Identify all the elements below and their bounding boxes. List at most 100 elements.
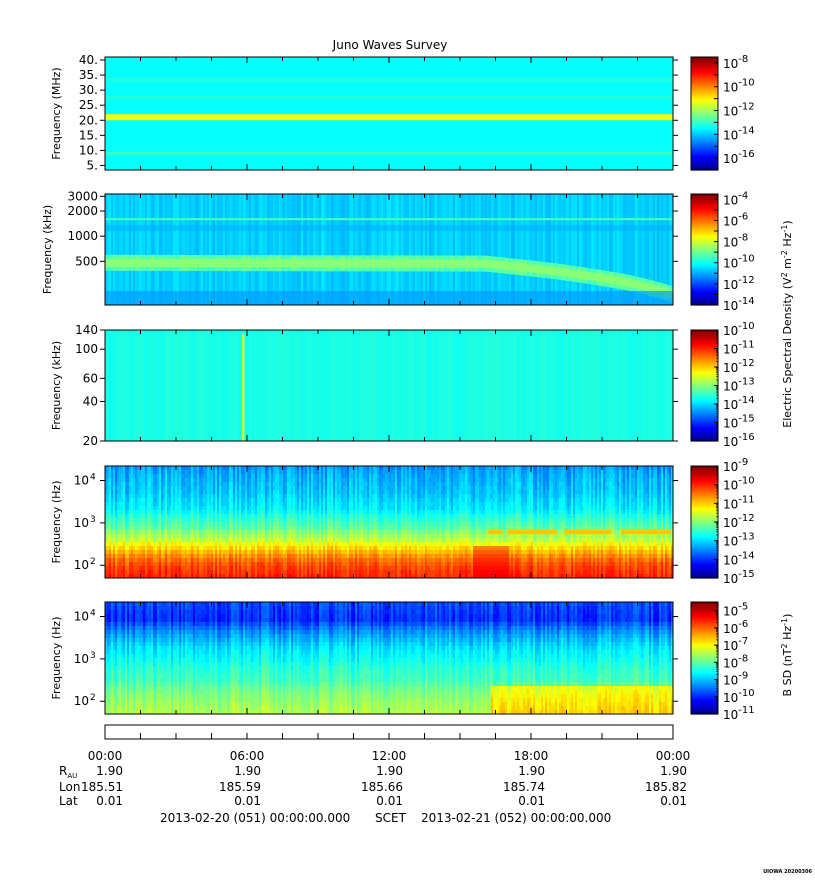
y-tick-label: 35. (79, 68, 98, 82)
tone-segment (620, 529, 671, 535)
colorbar-tick-label: 10-12 (723, 102, 755, 119)
colorbar-tick-label: 10-15 (723, 569, 755, 586)
y-tick-exponent: 4 (90, 609, 96, 619)
y-tick-exponent: 2 (90, 557, 96, 567)
ephemeris-value: 0.01 (376, 794, 403, 808)
colorbar-tick-label: 10-13 (723, 532, 755, 549)
y-tick-exponent: 2 (90, 693, 96, 703)
panel-hfr-high: 5.10.15.20.25.30.35.40. Frequency (MHz) 10… (50, 53, 755, 172)
y-tick-label: 10 (74, 516, 89, 530)
y-tick-label: 2000 (67, 204, 98, 218)
colorbar-tick-label: 10-11 (723, 705, 755, 722)
time-axis: 00:00 06:00 12:00 18:00 00:00 RAU 1.90 1.90 1.90… (59, 724, 691, 808)
colorbar-tick-label: 10-16 (723, 432, 755, 449)
y-tick-label: 20. (79, 113, 98, 127)
y-axis-label: Frequency (Hz) (50, 481, 63, 564)
ephemeris-value: 1.90 (376, 764, 403, 778)
emission-band (105, 114, 673, 121)
y-tick-label: 3000 (67, 189, 98, 203)
colorbar: 10-8 10-10 10-12 10-14 10-16 (690, 54, 755, 171)
colorbar-tick-label: 10-9 (723, 671, 748, 688)
colorbar-tick-label: 10-8 (723, 54, 748, 71)
y-tick-label: 40 (83, 394, 98, 408)
ephemeris-value: 1.90 (234, 764, 261, 778)
y-tick-label: 10 (74, 558, 89, 572)
colorbar-tick-label: 10-5 (723, 602, 748, 619)
chart-title: Juno Waves Survey (332, 38, 448, 52)
y-tick-label: 10 (74, 652, 89, 666)
footer-start-date: 2013-02-20 (051) 00:00:00.000 (160, 811, 350, 825)
spectrogram (105, 330, 673, 441)
ephemeris-value: 1.90 (518, 764, 545, 778)
colorbar-tick-label: 10-6 (723, 619, 748, 636)
colorbar-tick-label: 10-14 (723, 395, 755, 412)
y-tick-label: 10 (74, 610, 89, 624)
spectrogram (105, 57, 673, 170)
ephemeris-value: 1.90 (660, 764, 687, 778)
emission-line (105, 218, 673, 221)
ephemeris-value: 185.51 (81, 780, 123, 794)
ephemeris-value: 185.82 (645, 780, 687, 794)
y-tick-label: 60 (83, 371, 98, 385)
y-tick-label: 20 (83, 434, 98, 448)
colorbar-tick-label: 10-12 (723, 358, 755, 375)
y-tick-label: 10. (79, 143, 98, 157)
footer-end-date: 2013-02-21 (052) 00:00:00.000 (421, 811, 611, 825)
y-axis-label: Frequency (kHz) (50, 341, 63, 430)
ephemeris-value: 0.01 (96, 794, 123, 808)
electric-colorbar-label: Electric Spectral Density (V2 m-2 Hz-1) (780, 220, 794, 427)
colorbar-tick-label: 10-10 (723, 78, 755, 95)
y-axis-label: Frequency (MHz) (50, 67, 63, 159)
colorbar-tick-label: 10-8 (723, 653, 748, 670)
spectrogram (105, 602, 673, 714)
y-tick-label: 25. (79, 98, 98, 112)
spectrogram (105, 466, 673, 578)
ephemeris-value: 0.01 (518, 794, 545, 808)
x-tick-label: 00:00 (656, 749, 691, 763)
colorbar-tick-label: 10-12 (723, 513, 755, 530)
colorbar-tick-label: 10-13 (723, 377, 755, 394)
stamp: UIOWA 20200306 (763, 869, 812, 875)
y-tick-label: 10 (74, 474, 89, 488)
tone-segment (564, 529, 612, 535)
x-tick-label: 12:00 (372, 749, 407, 763)
colorbar-tick-label: 10-7 (723, 636, 748, 653)
colorbar-tick-label: 10-10 (723, 254, 755, 271)
y-axis-label: Frequency (Hz) (50, 617, 63, 700)
y-tick-label: 100 (75, 342, 98, 356)
y-tick-label: 10 (74, 694, 89, 708)
ephemeris-value: 0.01 (234, 794, 261, 808)
x-tick-label: 00:00 (88, 749, 123, 763)
x-tick-label: 06:00 (230, 749, 265, 763)
colorbar-tick-label: 10-12 (723, 275, 755, 292)
ephemeris-label: Lat (59, 794, 78, 808)
colorbar-tick-label: 10-6 (723, 211, 748, 228)
ephemeris-value: 1.90 (96, 764, 123, 778)
y-tick-exponent: 3 (90, 515, 96, 525)
colorbar-tick-label: 10-14 (723, 550, 755, 567)
emission-band (105, 78, 673, 82)
ephemeris-label: RAU (59, 764, 77, 780)
y-tick-label: 15. (79, 128, 98, 142)
colorbar-tick-label: 10-4 (723, 190, 748, 207)
emission-band (105, 96, 673, 100)
y-tick-label: 30. (79, 83, 98, 97)
y-tick-exponent: 4 (90, 473, 96, 483)
ephemeris-value: 185.74 (503, 780, 545, 794)
colorbar-tick-label: 10-15 (723, 414, 755, 431)
colorbar-tick-label: 10-9 (723, 457, 748, 474)
spectrogram (105, 194, 673, 305)
tone-segment (488, 529, 503, 535)
y-tick-label: 1000 (67, 229, 98, 243)
colorbar-tick-label: 10-11 (723, 340, 755, 357)
colorbar-tick-label: 10-16 (723, 149, 755, 166)
y-tick-label: 40. (79, 53, 98, 67)
footer-scet: SCET (375, 811, 407, 825)
ephemeris-label: Lon (59, 780, 80, 794)
ephemeris-value: 185.59 (219, 780, 261, 794)
